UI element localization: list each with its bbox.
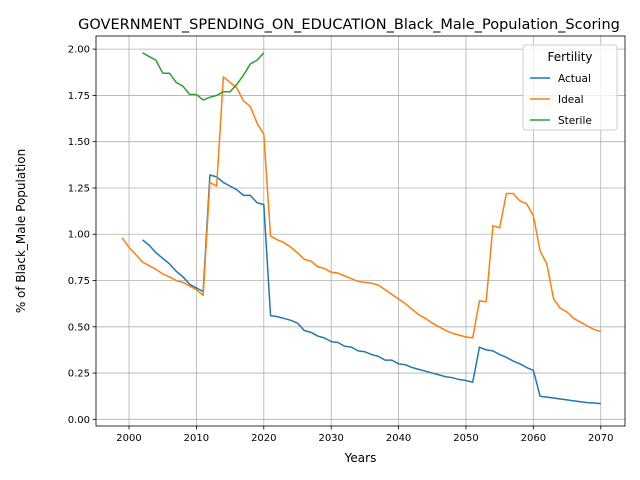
legend-entries: Actual Ideal Sterile [530, 73, 592, 127]
legend-label-ideal: Ideal [558, 94, 584, 106]
legend-label-actual: Actual [558, 73, 591, 85]
x-tick-label: 2000 [116, 433, 141, 444]
x-tick-label: 2070 [588, 433, 613, 444]
legend-box [522, 44, 618, 131]
y-axis-label: % of Black_Male Population [14, 149, 28, 313]
series-line-actual [142, 174, 601, 405]
y-tick-label: 2.00 [68, 45, 90, 56]
x-tick-label: 2060 [521, 433, 546, 444]
x-axis-label: Years [344, 451, 377, 465]
y-tick-label: 1.75 [68, 91, 90, 102]
legend-label-sterile: Sterile [558, 115, 592, 127]
legend: Fertility Actual Ideal Sterile [522, 44, 618, 131]
chart-title: GOVERNMENT_SPENDING_ON_EDUCATION_Black_M… [78, 17, 620, 33]
series-lines [121, 52, 601, 405]
y-tick-label: 0.50 [68, 322, 90, 333]
y-tick-label: 0.25 [68, 369, 90, 380]
y-tick-label: 0.00 [68, 415, 90, 426]
y-tick-label: 1.25 [68, 183, 90, 194]
x-tick-label: 2020 [251, 433, 276, 444]
plot-frame [95, 35, 626, 427]
series-line-ideal [121, 76, 601, 339]
legend-title: Fertility [547, 50, 592, 64]
x-tick-label: 2050 [453, 433, 478, 444]
x-tick-label: 2030 [318, 433, 343, 444]
y-tick-label: 1.50 [68, 137, 90, 148]
axis-ticks: 2000 2010 2020 2030 2040 2050 2060 2070 0.00 0.25… [68, 45, 614, 444]
x-tick-label: 2010 [184, 433, 209, 444]
y-tick-label: 1.00 [68, 230, 90, 241]
y-tick-label: 0.75 [68, 276, 90, 287]
series-line-sterile [142, 52, 265, 101]
x-tick-label: 2040 [386, 433, 411, 444]
